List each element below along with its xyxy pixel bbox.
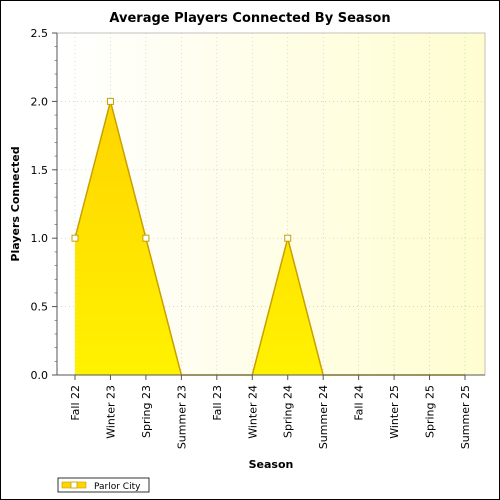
y-tick-label: 1.0 — [31, 232, 49, 245]
data-point-marker — [142, 234, 150, 242]
y-axis-label: Players Connected — [9, 146, 22, 261]
x-tick-label: Winter 24 — [246, 385, 259, 439]
x-tick-label: Fall 24 — [353, 385, 366, 421]
x-tick-label: Summer 23 — [175, 385, 188, 449]
x-tick-label: Winter 25 — [388, 385, 401, 439]
legend-box — [57, 477, 150, 493]
legend-label: Parlor City — [94, 482, 141, 492]
x-tick-label: Fall 23 — [211, 385, 224, 421]
x-tick-label: Fall 22 — [69, 385, 82, 421]
x-tick-label: Spring 23 — [140, 385, 153, 438]
x-tick-label: Winter 23 — [104, 385, 117, 439]
data-point-marker — [284, 234, 292, 242]
y-tick-label: 2.5 — [31, 27, 49, 40]
data-point-marker — [106, 97, 114, 105]
axes — [52, 32, 485, 380]
x-axis-label: Season — [249, 458, 294, 471]
x-tick-labels: Fall 22 Winter 23 Spring 23 Summer 23 Fall 2… — [69, 385, 472, 449]
data-point-marker — [71, 234, 79, 242]
legend-marker-icon — [70, 481, 78, 489]
x-tick-label: Summer 24 — [317, 385, 330, 449]
y-tick-label: 1.5 — [31, 164, 49, 177]
x-tick-label: Spring 25 — [424, 385, 437, 438]
legend: Parlor City — [57, 477, 150, 493]
y-tick-label: 0.5 — [31, 301, 49, 314]
chart-title: Average Players Connected By Season — [109, 11, 390, 26]
x-tick-label: Spring 24 — [282, 385, 295, 438]
x-tick-label: Summer 25 — [459, 385, 472, 449]
y-tick-labels: 0.0 0.5 1.0 1.5 2.0 2.5 — [31, 27, 49, 382]
series-area — [75, 101, 465, 376]
y-tick-label: 2.0 — [31, 95, 49, 108]
y-tick-label: 0.0 — [31, 369, 49, 382]
